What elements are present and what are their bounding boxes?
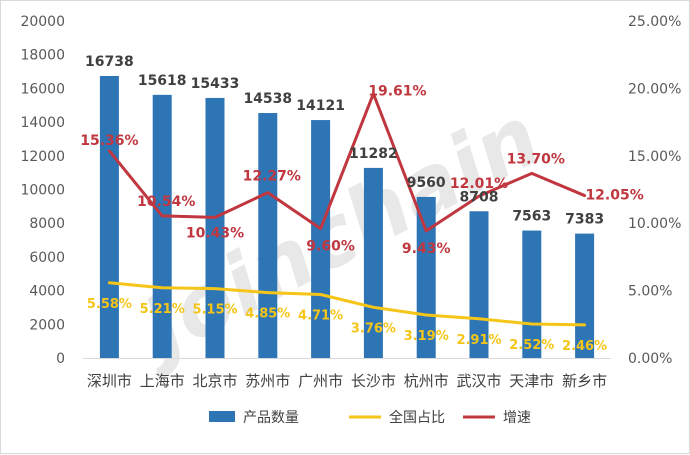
growth-value-label: 19.61% — [368, 84, 426, 100]
category-label: 天津市 — [509, 372, 554, 390]
bar — [311, 120, 331, 358]
bar — [363, 167, 383, 358]
right-axis-tick-label: 20.00% — [628, 81, 681, 97]
bar — [205, 97, 225, 358]
share-value-label: 4.71% — [298, 309, 343, 324]
legend-label: 增速 — [503, 410, 531, 426]
legend-label: 全国占比 — [389, 409, 445, 426]
growth-value-label: 12.27% — [243, 169, 301, 185]
share-value-label: 2.91% — [456, 333, 501, 348]
growth-value-label: 13.70% — [507, 151, 565, 167]
growth-value-label: 10.43% — [186, 225, 244, 241]
right-axis-tick-label: 0.00% — [628, 351, 672, 367]
bar-value-label: 7383 — [565, 212, 604, 228]
bar — [575, 233, 595, 358]
share-line — [107, 281, 587, 327]
category-label: 长沙市 — [351, 372, 396, 390]
category-label: 广州市 — [298, 372, 343, 390]
category-label: 深圳市 — [87, 372, 132, 390]
left-axis-tick-label: 10000 — [20, 183, 65, 199]
share-value-label: 5.15% — [192, 303, 237, 318]
legend: 产品数量 全国占比 增速 — [209, 409, 531, 426]
left-axis-tick-label: 14000 — [20, 115, 65, 131]
bar-value-label: 14538 — [243, 91, 292, 107]
category-label: 苏州市 — [245, 372, 290, 390]
left-axis-tick-label: 6000 — [29, 250, 65, 266]
line-series — [107, 92, 587, 327]
bar — [522, 230, 542, 358]
share-value-label: 2.52% — [509, 338, 554, 353]
right-axis-tick-label: 5.00% — [628, 284, 672, 300]
bar-value-label: 16738 — [85, 54, 134, 70]
right-axis-tick-label: 25.00% — [628, 14, 681, 30]
left-axis-tick-label: 0 — [56, 351, 65, 367]
growth-value-label: 10.54% — [137, 194, 195, 210]
bar-value-label: 14121 — [296, 98, 345, 114]
category-label: 上海市 — [140, 372, 185, 390]
bar-value-label: 11282 — [349, 146, 398, 162]
bar — [99, 75, 119, 359]
left-axis-tick-label: 18000 — [20, 48, 65, 64]
share-value-label: 3.76% — [351, 321, 396, 336]
legend-swatch — [209, 411, 235, 422]
left-axis-tick-label: 12000 — [20, 149, 65, 165]
growth-value-label: 15.36% — [80, 133, 138, 149]
growth-value-label: 9.60% — [306, 239, 355, 255]
bar-value-label: 9560 — [407, 175, 446, 191]
right-axis: 0.00% 5.00% 10.00% 15.00% 20.00% 25.00% — [628, 14, 681, 367]
left-axis-tick-label: 4000 — [29, 284, 65, 300]
growth-value-label: 12.01% — [450, 176, 508, 192]
share-value-label: 5.21% — [140, 302, 185, 317]
bar-value-label: 7563 — [512, 209, 551, 225]
share-value-label: 3.19% — [404, 329, 449, 344]
share-value-label: 4.85% — [245, 307, 290, 322]
category-label: 武汉市 — [456, 372, 501, 390]
share-value-label: 5.58% — [87, 297, 132, 312]
bar — [152, 94, 172, 358]
growth-value-label: 12.05% — [585, 188, 643, 204]
category-label: 新乡市 — [562, 372, 607, 390]
right-axis-tick-label: 15.00% — [628, 149, 681, 165]
left-axis-tick-label: 2000 — [29, 317, 65, 333]
bar-series — [99, 75, 595, 359]
bar — [258, 113, 278, 358]
right-axis-tick-label: 10.00% — [628, 216, 681, 232]
bar-value-label: 15618 — [138, 73, 187, 89]
category-label: 北京市 — [192, 372, 237, 390]
left-axis-tick-label: 20000 — [20, 14, 65, 30]
bar — [416, 196, 436, 358]
growth-value-label: 9.43% — [402, 241, 451, 257]
left-axis-tick-label: 8000 — [29, 216, 65, 232]
left-axis-tick-label: 16000 — [20, 81, 65, 97]
bar-value-label: 8708 — [460, 189, 499, 205]
category-label: 杭州市 — [404, 372, 449, 390]
left-axis: 0 2000 4000 6000 8000 10000 12000 14000 16000 180… — [20, 14, 611, 367]
category-axis: 深圳市 上海市 北京市 苏州市 广州市 长沙市 杭州市 武汉市 天津市 新乡市 — [87, 372, 607, 390]
bar-value-label: 15433 — [191, 76, 240, 92]
legend-label: 产品数量 — [243, 410, 299, 426]
bar — [469, 211, 489, 358]
share-value-label: 2.46% — [562, 339, 607, 354]
growth-line — [107, 92, 587, 233]
